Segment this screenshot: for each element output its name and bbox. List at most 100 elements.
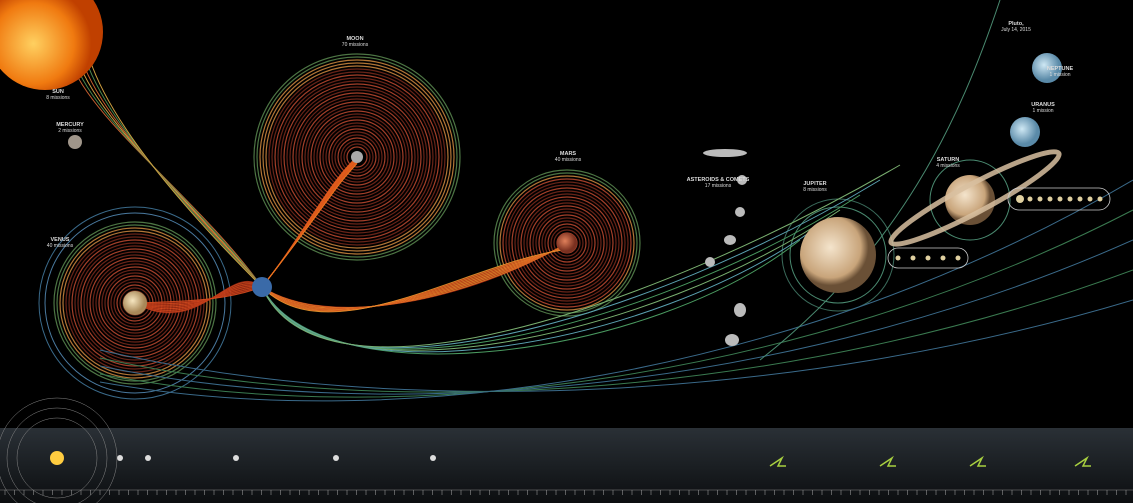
mars-orbit (532, 208, 602, 278)
asteroid (734, 303, 746, 317)
moon-icon (1087, 196, 1093, 202)
mars-orbit (493, 169, 641, 317)
jupiter (800, 217, 876, 293)
timeline-body (50, 451, 64, 465)
moon-orbit (319, 119, 395, 195)
deep-trajectory (99, 269, 1133, 393)
label-missions: 40 missions (555, 157, 582, 163)
deep-trajectory (99, 239, 1133, 395)
venus-orbit (62, 230, 208, 376)
outer-trajectory (261, 209, 841, 351)
asteroid (724, 235, 736, 245)
mars-orbit (520, 196, 614, 290)
mars-orbit (544, 220, 590, 266)
mars-orbit (517, 193, 617, 293)
moon-orbit (340, 140, 374, 174)
moon-orbit (259, 59, 455, 255)
moon-orbit (325, 125, 389, 189)
timeline (0, 428, 1133, 503)
sun (0, 0, 103, 90)
neptune-trajectory (759, 0, 1001, 361)
moon-icon (1067, 196, 1073, 202)
timeline-body (117, 455, 123, 461)
label-name: MOON (346, 36, 363, 42)
moon-orbit (310, 110, 404, 204)
moon-icon (1097, 196, 1103, 202)
label-missions: 40 missions (47, 243, 74, 249)
mars-orbit (514, 190, 620, 296)
asteroid (737, 175, 747, 185)
earth (252, 277, 272, 297)
label-missions: 1 mission (1032, 108, 1053, 114)
timeline-orbit (16, 417, 98, 499)
moon-orbit (322, 122, 392, 192)
venus-trajectory (134, 286, 263, 304)
moon-orbit (256, 56, 458, 258)
moon-icon (1027, 196, 1033, 202)
moon-icon (925, 255, 931, 261)
label-name: MARS (560, 151, 577, 157)
uranus (1010, 117, 1040, 147)
deep-trajectory (99, 209, 1133, 398)
label-name: ASTEROIDS & COMETS (687, 177, 750, 183)
venus-orbit (53, 221, 217, 385)
orbit-ring (44, 212, 226, 394)
neptune (1032, 53, 1062, 83)
moon-orbit (292, 92, 422, 222)
timeline-orbit (0, 397, 118, 503)
label-name: SATURN (937, 157, 960, 163)
moon-orbit (298, 98, 416, 216)
mars (557, 233, 577, 253)
label-missions: 70 missions (342, 42, 369, 48)
label-name: Pluto, (1008, 21, 1024, 27)
moon-orbit (307, 107, 407, 207)
timeline-body (233, 455, 239, 461)
moon-orbit (313, 113, 401, 201)
moon-orbit (286, 86, 428, 228)
moon-icon (1077, 196, 1083, 202)
label-missions: 2 missions (58, 128, 82, 134)
moon-orbit (277, 77, 437, 237)
timeline-orbit (6, 407, 108, 503)
moon-orbit (283, 83, 431, 231)
mars-orbit (508, 184, 626, 302)
label-missions: 17 missions (705, 183, 732, 189)
moon-orbit (289, 89, 425, 225)
probe (769, 455, 786, 467)
venus-orbit (59, 227, 211, 379)
outer-trajectory (261, 179, 881, 349)
mars-orbit (505, 181, 629, 305)
mars-orbit (523, 199, 611, 287)
moon-orbit (271, 71, 443, 243)
label-missions: 1 mission (1049, 72, 1070, 78)
asteroid (703, 149, 747, 157)
mars-orbit (535, 211, 599, 275)
timeline-body (145, 455, 151, 461)
saturn-rings (888, 149, 1062, 247)
timeline-body (333, 455, 339, 461)
asteroid (735, 207, 745, 217)
mars-orbit (502, 178, 632, 308)
probe (969, 455, 986, 467)
label-missions: 8 missions (46, 95, 70, 101)
probe (1074, 455, 1091, 467)
moon-orbit (334, 134, 380, 180)
moon-trajectory (261, 163, 358, 288)
outer-trajectory (261, 164, 901, 348)
moons-panel (1007, 187, 1111, 211)
label-name: JUPITER (803, 181, 826, 187)
moon-icon (1057, 196, 1063, 202)
asteroid (705, 257, 715, 267)
outer-trajectory (261, 224, 821, 353)
label-name: SUN (52, 89, 64, 95)
mars-orbit (499, 175, 635, 311)
label-missions: 8 missions (803, 187, 827, 193)
moon (351, 151, 363, 163)
venus-orbit (56, 224, 214, 382)
moon-icon (940, 255, 946, 261)
moon-orbit (328, 128, 386, 186)
moon-orbit (331, 131, 383, 183)
